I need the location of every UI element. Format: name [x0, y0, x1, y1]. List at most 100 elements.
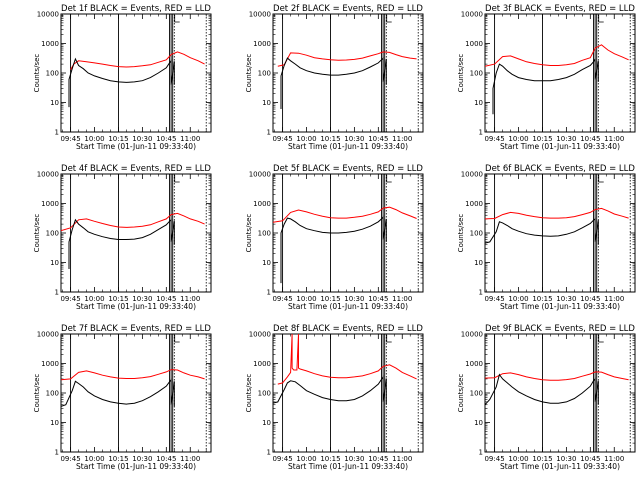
y-tick-label: 1000 — [253, 200, 271, 208]
x-tick-label: 11:00 — [180, 295, 200, 303]
lld-series-line — [273, 206, 417, 223]
y-tick-label: 100 — [470, 70, 483, 78]
plot-frame — [60, 173, 212, 293]
x-tick-label: 10:15 — [320, 455, 340, 463]
y-tick-label: 10000 — [461, 11, 483, 19]
y-axis-label: Counts/sec — [245, 374, 253, 413]
x-tick-label: 10:15 — [108, 295, 128, 303]
x-tick-label: 09:45 — [60, 295, 80, 303]
panel-title: Det 3f BLACK = Events, RED = LLD — [485, 4, 635, 14]
x-tick-label: 10:30 — [556, 455, 576, 463]
x-tick-label: 09:45 — [272, 455, 292, 463]
y-tick-label: 10 — [50, 259, 59, 267]
x-tick-label: 11:00 — [392, 455, 412, 463]
x-tick-label: 10:30 — [556, 295, 576, 303]
plot-frame — [484, 13, 636, 133]
x-tick-label: 10:45 — [580, 455, 600, 463]
x-tick-label: 11:00 — [604, 135, 624, 143]
x-axis-label: Start Time (01-Jun-11 09:33:40) — [76, 462, 196, 471]
x-tick-label: 10:45 — [156, 295, 176, 303]
x-tick-label: 09:45 — [272, 295, 292, 303]
y-tick-label: 1 — [479, 449, 483, 457]
lld-series-line — [70, 51, 205, 70]
corner-marker — [598, 335, 604, 343]
y-axis-label: Counts/sec — [457, 54, 465, 93]
x-tick-label: 10:00 — [508, 135, 528, 143]
x-axis-label: Start Time (01-Jun-11 09:33:40) — [288, 462, 408, 471]
corner-marker — [386, 175, 392, 183]
events-series-line — [68, 218, 175, 269]
y-tick-label: 1000 — [465, 200, 483, 208]
x-tick-label: 11:00 — [180, 455, 200, 463]
y-tick-label: 100 — [46, 390, 59, 398]
x-tick-label: 09:45 — [272, 135, 292, 143]
x-axis-label: Start Time (01-Jun-11 09:33:40) — [288, 302, 408, 311]
y-axis-label: Counts/sec — [245, 214, 253, 253]
y-tick-label: 10000 — [249, 331, 271, 339]
panel-title: Det 8f BLACK = Events, RED = LLD — [273, 324, 423, 334]
x-tick-label: 10:45 — [580, 295, 600, 303]
y-tick-label: 100 — [470, 230, 483, 238]
y-tick-label: 10000 — [461, 171, 483, 179]
x-axis-label: Start Time (01-Jun-11 09:33:40) — [500, 302, 620, 311]
y-tick-label: 100 — [258, 230, 271, 238]
x-tick-label: 10:30 — [344, 295, 364, 303]
detector-panel-8: Det 8f BLACK = Events, RED = LLD 1 10 100 10… — [245, 324, 424, 471]
events-series-line — [68, 57, 175, 108]
x-tick-label: 10:45 — [368, 135, 388, 143]
detector-panel-6: Det 6f BLACK = Events, RED = LLD 1 10 100 10… — [457, 164, 636, 311]
plot-frame — [484, 173, 636, 293]
y-tick-label: 1 — [479, 129, 483, 137]
y-tick-label: 10 — [262, 259, 271, 267]
x-tick-label: 11:00 — [604, 295, 624, 303]
x-tick-label: 10:00 — [508, 455, 528, 463]
y-tick-label: 1000 — [41, 40, 59, 48]
y-axis-label: Counts/sec — [457, 214, 465, 253]
y-tick-label: 1 — [267, 449, 271, 457]
events-series-line — [485, 217, 599, 245]
lld-series-line — [485, 44, 629, 67]
panel-title: Det 4f BLACK = Events, RED = LLD — [61, 164, 211, 174]
events-series-line — [492, 58, 599, 115]
lld-series-line — [485, 371, 629, 381]
lld-series-line — [61, 212, 205, 232]
x-axis-label: Start Time (01-Jun-11 09:33:40) — [500, 142, 620, 151]
plot-frame — [484, 333, 636, 453]
x-tick-label: 10:15 — [108, 135, 128, 143]
corner-marker — [598, 15, 604, 23]
detector-panel-1: Det 1f BLACK = Events, RED = LLD 1 10 100 10… — [33, 4, 212, 151]
lld-series-line — [61, 369, 205, 381]
x-tick-label: 10:30 — [344, 135, 364, 143]
y-tick-label: 1000 — [253, 40, 271, 48]
y-tick-label: 10 — [262, 99, 271, 107]
y-axis-label: Counts/sec — [33, 54, 41, 93]
y-tick-label: 1 — [267, 289, 271, 297]
x-tick-label: 11:00 — [604, 455, 624, 463]
x-tick-label: 10:00 — [296, 295, 316, 303]
y-tick-label: 1000 — [41, 360, 59, 368]
panel-title: Det 2f BLACK = Events, RED = LLD — [273, 4, 423, 14]
y-tick-label: 1000 — [465, 40, 483, 48]
y-tick-label: 10 — [474, 259, 483, 267]
x-tick-label: 10:00 — [296, 135, 316, 143]
x-tick-label: 10:45 — [368, 295, 388, 303]
plot-frame — [272, 333, 424, 453]
y-tick-label: 100 — [258, 70, 271, 78]
detector-panel-9: Det 9f BLACK = Events, RED = LLD 1 10 100 10… — [457, 324, 636, 471]
x-axis-label: Start Time (01-Jun-11 09:33:40) — [500, 462, 620, 471]
y-tick-label: 10000 — [249, 171, 271, 179]
x-tick-label: 10:30 — [344, 455, 364, 463]
detector-panel-4: Det 4f BLACK = Events, RED = LLD 1 10 100 10… — [33, 164, 212, 311]
x-axis-label: Start Time (01-Jun-11 09:33:40) — [288, 142, 408, 151]
x-tick-label: 11:00 — [392, 295, 412, 303]
x-tick-label: 09:45 — [60, 455, 80, 463]
detector-panel-3: Det 3f BLACK = Events, RED = LLD 1 10 100 10… — [457, 4, 636, 151]
y-tick-label: 1 — [55, 449, 59, 457]
lld-series-line — [277, 334, 417, 385]
y-tick-label: 10 — [50, 99, 59, 107]
corner-marker — [598, 175, 604, 183]
x-tick-label: 10:45 — [156, 455, 176, 463]
lld-series-line — [277, 51, 417, 67]
y-tick-label: 10000 — [37, 171, 59, 179]
